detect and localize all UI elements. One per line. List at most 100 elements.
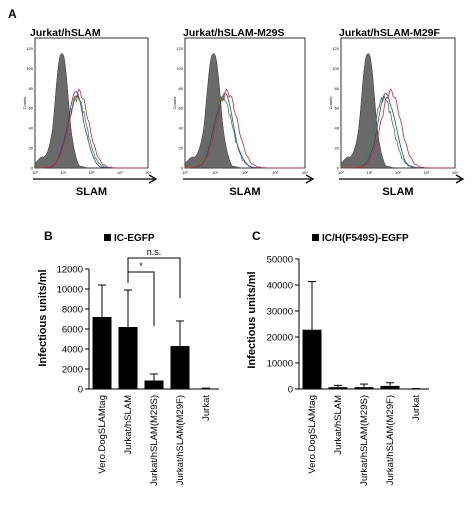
significance-label: n.s. (147, 247, 162, 257)
category-label: Vero.DogSLAMtag (97, 395, 108, 474)
category-label: Jurkat/hSLAM(M29F) (385, 395, 396, 485)
category-label: Jurkat/hSLAM (333, 395, 344, 455)
bar (92, 317, 112, 389)
histogram-xtick-label: 10¹ (212, 170, 218, 175)
histogram-ytick-label: 80 (29, 86, 34, 91)
y-axis-label: Infectious units/ml (246, 271, 258, 368)
histogram-panel-3: Jurkat/hSLAM-M29F 0 20 40 60 80 100 120 Counts 10… (328, 27, 465, 198)
bar (328, 387, 348, 389)
histogram-xtick-label: 10¹ (367, 170, 373, 175)
histogram-ytick-label: 80 (179, 86, 184, 91)
bar (144, 380, 164, 389)
category-label: Vero.DogSLAMtag (307, 395, 318, 474)
histogram-xtick-label: 10⁰ (338, 170, 344, 175)
bar-chart-b: IC-EGFP 0 2000 4000 6000 8000 10000 12000 Infect… (37, 233, 219, 486)
category-label: Jurkat (411, 395, 422, 421)
category-label: Jurkat/hSLAM(M29S) (359, 395, 370, 486)
y-tick-label: 2000 (62, 365, 83, 376)
y-tick-label: 8000 (62, 305, 83, 316)
histogram-ytick-label: 60 (29, 106, 34, 111)
histogram-ytick-label: 60 (179, 106, 184, 111)
histogram-panel-2: Jurkat/hSLAM-M29S 0 20 40 60 80 100 120 Counts 10… (172, 27, 315, 198)
bar (196, 388, 216, 390)
histogram-xlabel: SLAM (76, 186, 107, 198)
histogram-ylabel: Counts (328, 97, 333, 110)
red-histogram-trace (35, 88, 148, 169)
legend-swatch (312, 234, 319, 241)
bar (380, 385, 400, 389)
histogram-xtick-label: 10³ (117, 170, 123, 175)
histogram-ytick-label: 100 (176, 66, 183, 71)
histogram-xtick-label: 10² (89, 170, 95, 175)
histogram-arrow-head (455, 174, 465, 184)
y-tick-label: 40000 (267, 281, 293, 292)
histogram-ytick-label: 120 (176, 46, 183, 51)
bar (302, 329, 322, 389)
histogram-xtick-label: 10² (242, 170, 248, 175)
bar (170, 346, 190, 389)
histogram-xtick-label: 10⁴ (145, 170, 151, 175)
histogram-xlabel: SLAM (382, 186, 413, 198)
legend-label: IC/H(F549S)-EGFP (322, 233, 409, 244)
histogram-xtick-label: 10² (395, 170, 401, 175)
histogram-ytick-label: 20 (179, 146, 184, 151)
histogram-ytick-label: 20 (29, 146, 34, 151)
histogram-ytick-label: 40 (335, 126, 340, 131)
histogram-ytick-label: 120 (332, 46, 339, 51)
bar (118, 327, 138, 389)
histogram-xtick-label: 10³ (424, 170, 430, 175)
histogram-ytick-label: 120 (26, 46, 33, 51)
histogram-title: Jurkat/hSLAM-M29F (339, 27, 441, 39)
y-tick-label: 4000 (62, 345, 83, 356)
significance-label: * (139, 261, 143, 271)
y-tick-label: 20000 (267, 333, 293, 344)
significance-bracket (127, 257, 181, 298)
y-tick-label: 0 (78, 385, 83, 396)
histogram-ytick-label: 0 (31, 166, 34, 171)
histogram-xtick-label: 10⁰ (182, 170, 188, 175)
bar (406, 388, 426, 390)
histogram-xtick-label: 10³ (272, 170, 278, 175)
panel-label-a: A (8, 7, 17, 21)
category-label: Jurkat (201, 395, 212, 421)
bar-panels: IC-EGFP 0 2000 4000 6000 8000 10000 12000 Infect… (37, 233, 429, 486)
histogram-ytick-label: 80 (335, 86, 340, 91)
category-label: Jurkat/hSLAM(M29S) (149, 395, 160, 486)
histogram-panel-1: Jurkat/hSLAM 0 20 40 60 80 100 120 Counts 10⁰ 10¹ 1… (22, 27, 158, 198)
y-tick-label: 30000 (267, 307, 293, 318)
histogram-ylabel: Counts (22, 97, 27, 110)
panel-label-b: B (44, 229, 53, 243)
red-histogram-trace (341, 88, 455, 169)
histogram-ytick-label: 100 (26, 66, 33, 71)
histogram-xtick-label: 10⁴ (452, 170, 458, 175)
red-histogram-trace (184, 88, 305, 169)
category-label: Jurkat/hSLAM(M29F) (175, 395, 186, 485)
histogram-ylabel: Counts (172, 97, 177, 110)
histogram-panels: Jurkat/hSLAM 0 20 40 60 80 100 120 Counts 10⁰ 10¹ 1… (22, 27, 465, 198)
y-tick-label: 6000 (62, 325, 83, 336)
y-axis-label: Infectious units/ml (37, 269, 49, 366)
y-tick-label: 10000 (57, 285, 83, 296)
panel-label-c: C (252, 229, 261, 243)
histogram-xtick-label: 10⁰ (32, 170, 38, 175)
histogram-title: Jurkat/hSLAM-M29S (183, 27, 285, 39)
histogram-title: Jurkat/hSLAM (30, 27, 101, 39)
legend-swatch (104, 234, 111, 241)
histogram-arrow-head (305, 174, 315, 184)
bar (354, 387, 374, 389)
histogram-arrow-head (148, 174, 158, 184)
y-tick-label: 0 (288, 385, 293, 396)
y-tick-label: 10000 (267, 359, 293, 370)
histogram-xtick-label: 10¹ (60, 170, 66, 175)
y-tick-label: 50000 (267, 255, 293, 266)
bar-chart-c: IC/H(F549S)-EGFP 0 10000 20000 30000 40000 500… (246, 233, 429, 486)
significance-bracket (127, 271, 155, 326)
histogram-ytick-label: 0 (181, 166, 184, 171)
histogram-ytick-label: 40 (29, 126, 34, 131)
legend-label: IC-EGFP (114, 233, 155, 244)
histogram-ytick-label: 40 (179, 126, 184, 131)
y-tick-label: 12000 (57, 265, 83, 276)
histogram-xtick-label: 10⁴ (302, 170, 308, 175)
histogram-ytick-label: 100 (332, 66, 339, 71)
